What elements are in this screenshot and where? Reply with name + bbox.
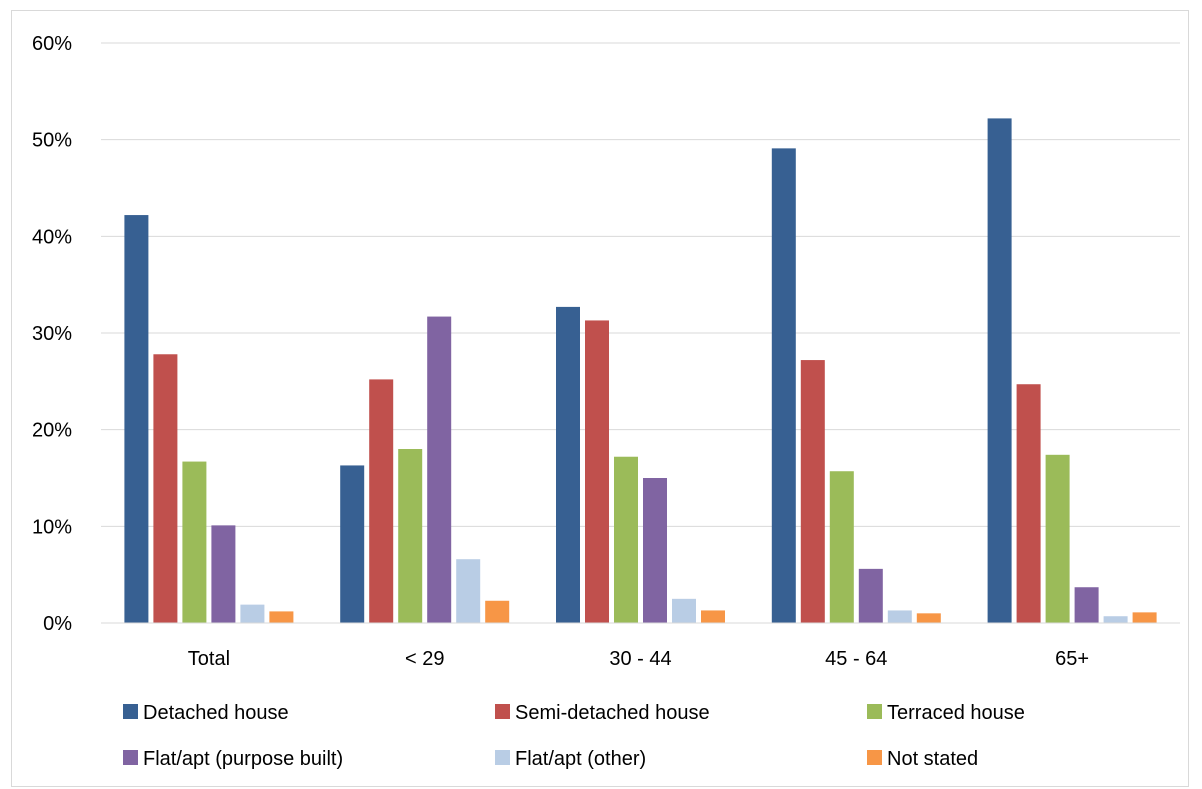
bar [800,360,825,623]
bar [987,118,1012,624]
bar [211,525,236,623]
legend-item: Flat/apt (purpose built) [123,748,343,770]
bar [1103,616,1128,623]
bar [269,611,294,623]
y-tick-label: 0% [43,613,72,635]
legend-swatch [495,750,510,765]
legend-swatch [867,704,882,719]
bar [643,478,667,623]
bar [1016,384,1041,623]
y-tick-label: 30% [32,323,72,345]
y-tick-label: 50% [32,130,72,152]
legend-label: Detached house [143,702,289,724]
legend-label: Not stated [887,748,978,770]
y-tick-label: 20% [32,420,72,442]
bar [153,354,178,623]
bar [369,379,394,623]
bar [1132,612,1157,623]
bar [701,610,725,623]
legend: Detached house Semi-detached house Terrace… [123,702,1025,770]
y-tick-label: 60% [32,33,72,55]
bar [427,316,452,623]
legend-swatch [867,750,882,765]
x-tick-label: < 29 [405,648,444,670]
bar [614,456,638,623]
bar [485,600,510,623]
bar [771,148,796,623]
bar [672,598,696,623]
bar [1045,454,1070,623]
legend-swatch [123,750,138,765]
bar [182,461,207,623]
x-axis-categories: Total < 29 30 - 44 45 - 64 65+ [188,648,1089,670]
y-tick-label: 10% [32,516,72,538]
bar [916,613,941,623]
bars [124,118,1157,624]
bar [829,471,854,623]
bar [887,610,912,623]
legend-item: Semi-detached house [495,702,710,724]
bar [1074,587,1099,623]
legend-swatch [495,704,510,719]
bar [585,320,609,623]
legend-item: Detached house [123,702,289,724]
bar [858,568,883,623]
legend-label: Flat/apt (purpose built) [143,748,343,770]
legend-label: Semi-detached house [515,702,710,724]
x-tick-label: 65+ [1055,648,1089,670]
bar [398,449,423,623]
y-tick-label: 40% [32,226,72,248]
x-tick-label: Total [188,648,230,670]
x-tick-label: 45 - 64 [825,648,887,670]
legend-label: Terraced house [887,702,1025,724]
y-axis-ticks: 0% 10% 20% 30% 40% 50% 60% [32,33,72,635]
x-tick-label: 30 - 44 [609,648,671,670]
bar [456,559,481,623]
legend-item: Terraced house [867,702,1025,724]
legend-item: Not stated [867,748,978,770]
bar [556,306,580,623]
bar [124,215,149,624]
bar [340,465,365,623]
legend-label: Flat/apt (other) [515,748,646,770]
bar [240,604,265,623]
legend-swatch [123,704,138,719]
legend-item: Flat/apt (other) [495,748,646,770]
